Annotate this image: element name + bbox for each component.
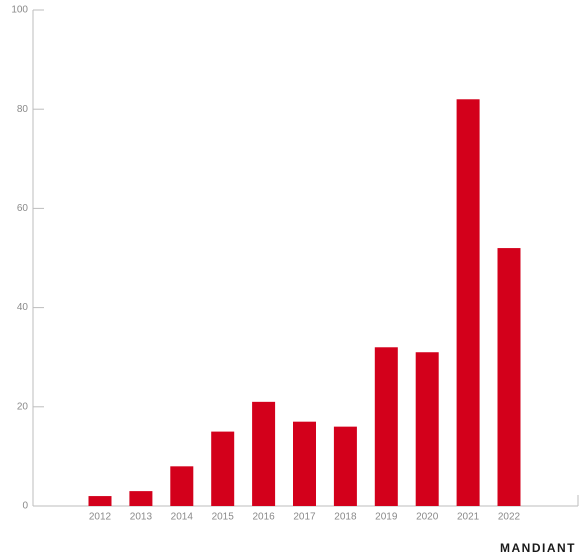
x-tick-label: 2014 — [171, 512, 194, 523]
y-tick-label: 60 — [17, 203, 29, 214]
x-tick-label: 2021 — [457, 512, 480, 523]
y-tick-label: 0 — [22, 501, 28, 512]
x-tick-label: 2013 — [130, 512, 153, 523]
x-tick-label: 2015 — [212, 512, 235, 523]
x-tick-label: 2012 — [89, 512, 112, 523]
bar — [170, 466, 194, 506]
x-tick-label: 2016 — [252, 512, 275, 523]
y-tick-label: 20 — [17, 401, 29, 412]
bar — [293, 421, 316, 506]
x-tick-label: 2019 — [375, 512, 398, 523]
bar — [333, 426, 357, 506]
y-tick-label: 80 — [17, 104, 29, 115]
y-tick-label: 40 — [17, 302, 29, 313]
bar — [129, 491, 153, 506]
y-tick-label: 100 — [11, 5, 28, 16]
x-tick-label: 2020 — [416, 512, 439, 523]
bar — [415, 352, 439, 506]
bar — [374, 347, 398, 506]
bar — [456, 99, 480, 506]
bar — [497, 248, 521, 506]
bar — [88, 496, 112, 506]
bar — [211, 431, 235, 506]
bar — [252, 401, 276, 506]
x-tick-label: 2018 — [334, 512, 357, 523]
brand-logo: MANDIANT — [500, 541, 576, 555]
x-tick-label: 2022 — [498, 512, 521, 523]
x-tick-label: 2017 — [293, 512, 316, 523]
